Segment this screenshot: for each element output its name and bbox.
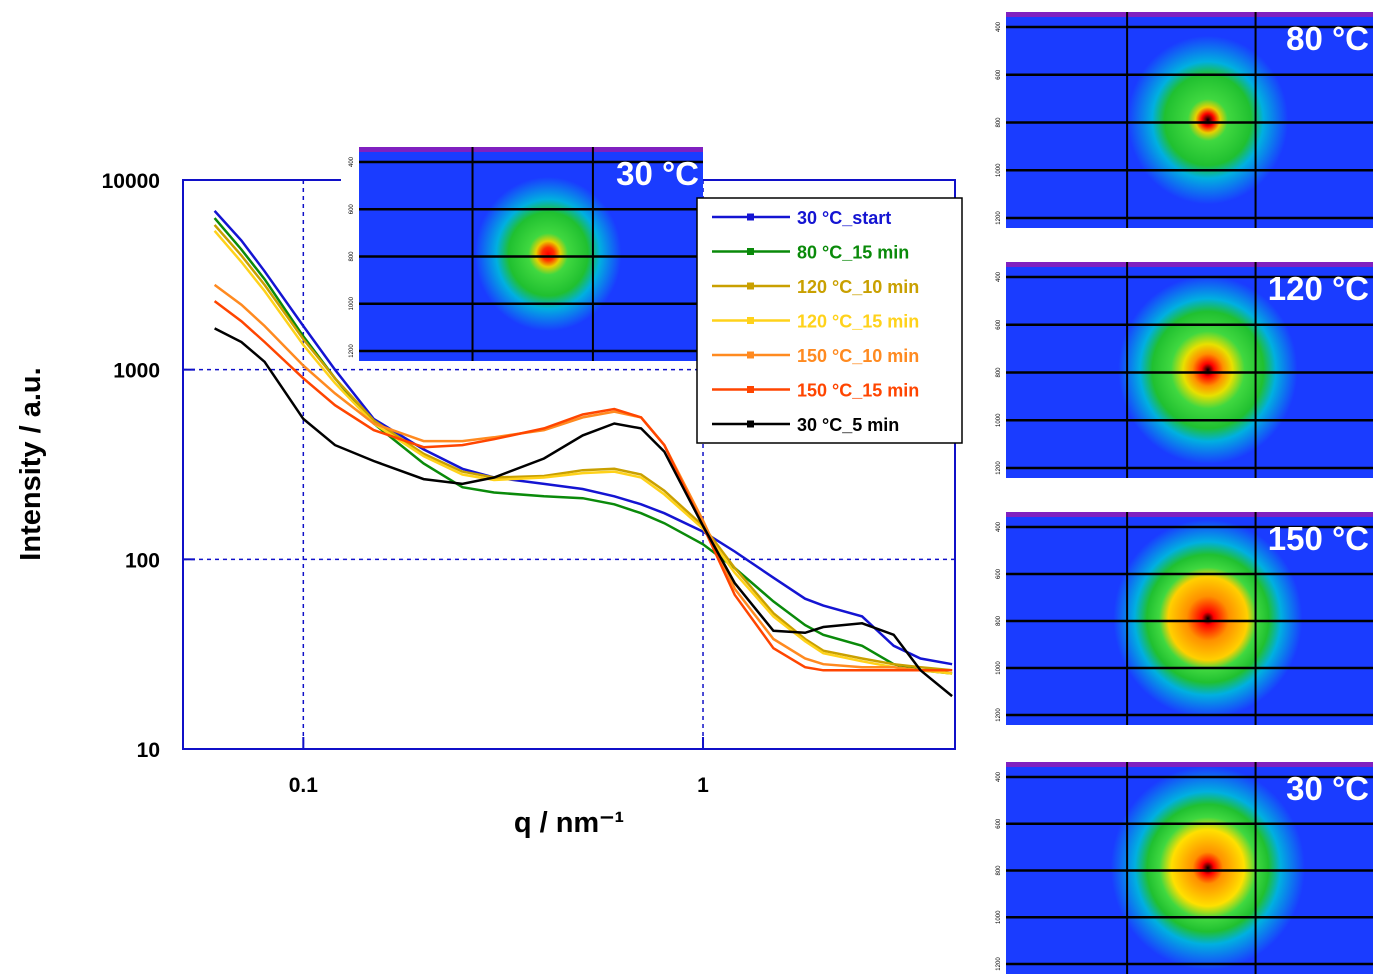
image-label: 30 °C [1286,770,1369,807]
detector-tick-label: 400 [349,156,355,167]
detector-tick-label: 1000 [996,413,1002,427]
image-top-edge [1006,512,1373,517]
detector-tick-label: 600 [996,568,1002,579]
detector-tick-label: 600 [996,818,1002,829]
detector-tick-label: 1200 [996,211,1002,225]
x-tick-label: 0.1 [289,774,319,797]
detector-tick-label: 800 [996,615,1002,626]
legend-label: 120 °C_15 min [797,312,919,332]
detector-tick-label: 400 [996,771,1002,782]
detector-tick-label: 400 [996,521,1002,532]
x-axis-label: q / nm⁻¹ [514,807,624,839]
detector-tick-label: 1200 [349,344,355,358]
detector-image: 400 600 800 1000 1200 30 °C [988,762,1373,974]
y-axis-label: Intensity / a.u. [15,367,47,560]
detector-tick-label: 1000 [349,296,355,310]
legend-label: 150 °C_15 min [797,381,919,401]
legend-marker [747,420,754,428]
detector-tick-label: 800 [996,117,1002,128]
y-tick-label: 1000 [113,360,160,383]
detector-tick-label: 800 [349,251,355,262]
detector-image: 400 600 800 1000 1200 120 °C [988,262,1373,478]
legend-marker [747,248,754,255]
legend-marker [747,282,754,290]
series-line [214,327,953,698]
legend-marker [747,213,754,221]
series-line [213,283,953,672]
legend-marker [747,386,754,393]
image-label: 150 °C [1268,520,1369,557]
detector-tick-label: 800 [996,367,1002,378]
detector-tick-label: 1000 [996,163,1002,177]
detector-tick-label: 800 [996,865,1002,876]
legend-label: 80 °C_15 min [797,243,909,263]
detector-tick-label: 600 [996,69,1002,80]
detector-tick-label: 400 [996,21,1002,32]
image-field [359,147,703,361]
series-line [213,224,953,672]
detector-tick-label: 1200 [996,957,1002,971]
detector-tick-label: 1000 [996,661,1002,675]
image-label: 30 °C [616,155,699,192]
detector-tick-label: 1200 [996,708,1002,722]
detector-image: 400 600 800 1000 1200 80 °C [988,12,1373,228]
legend-label: 30 °C_start [797,208,891,228]
series-line [213,210,953,666]
series-line [213,229,953,675]
legend-label: 120 °C_10 min [797,277,919,297]
legend-marker [747,351,754,359]
series-line [213,300,953,672]
detector-image: 400 600 800 1000 1200 30 °C [341,147,703,361]
detector-image: 400 600 800 1000 1200 150 °C [988,512,1373,725]
detector-tick-label: 400 [996,271,1002,282]
image-field [1006,262,1373,478]
image-top-edge [1006,262,1373,267]
y-tick-label: 10 [137,739,160,762]
image-field [1006,512,1373,725]
detector-tick-label: 1200 [996,461,1002,475]
legend-label: 150 °C_10 min [797,346,919,366]
image-label: 120 °C [1268,270,1369,307]
x-tick-label: 1 [697,774,709,797]
image-label: 80 °C [1286,20,1369,57]
y-tick-label: 10000 [102,170,160,193]
detector-tick-label: 600 [349,204,355,215]
image-field [1006,762,1373,974]
detector-tick-label: 600 [996,319,1002,330]
image-field [1006,12,1373,228]
legend-label: 30 °C_5 min [797,415,899,435]
image-top-edge [1006,762,1373,767]
detector-tick-label: 1000 [996,910,1002,924]
image-top-edge [359,147,703,152]
image-top-edge [1006,12,1373,17]
y-tick-label: 100 [125,549,160,572]
legend-marker [747,317,754,324]
